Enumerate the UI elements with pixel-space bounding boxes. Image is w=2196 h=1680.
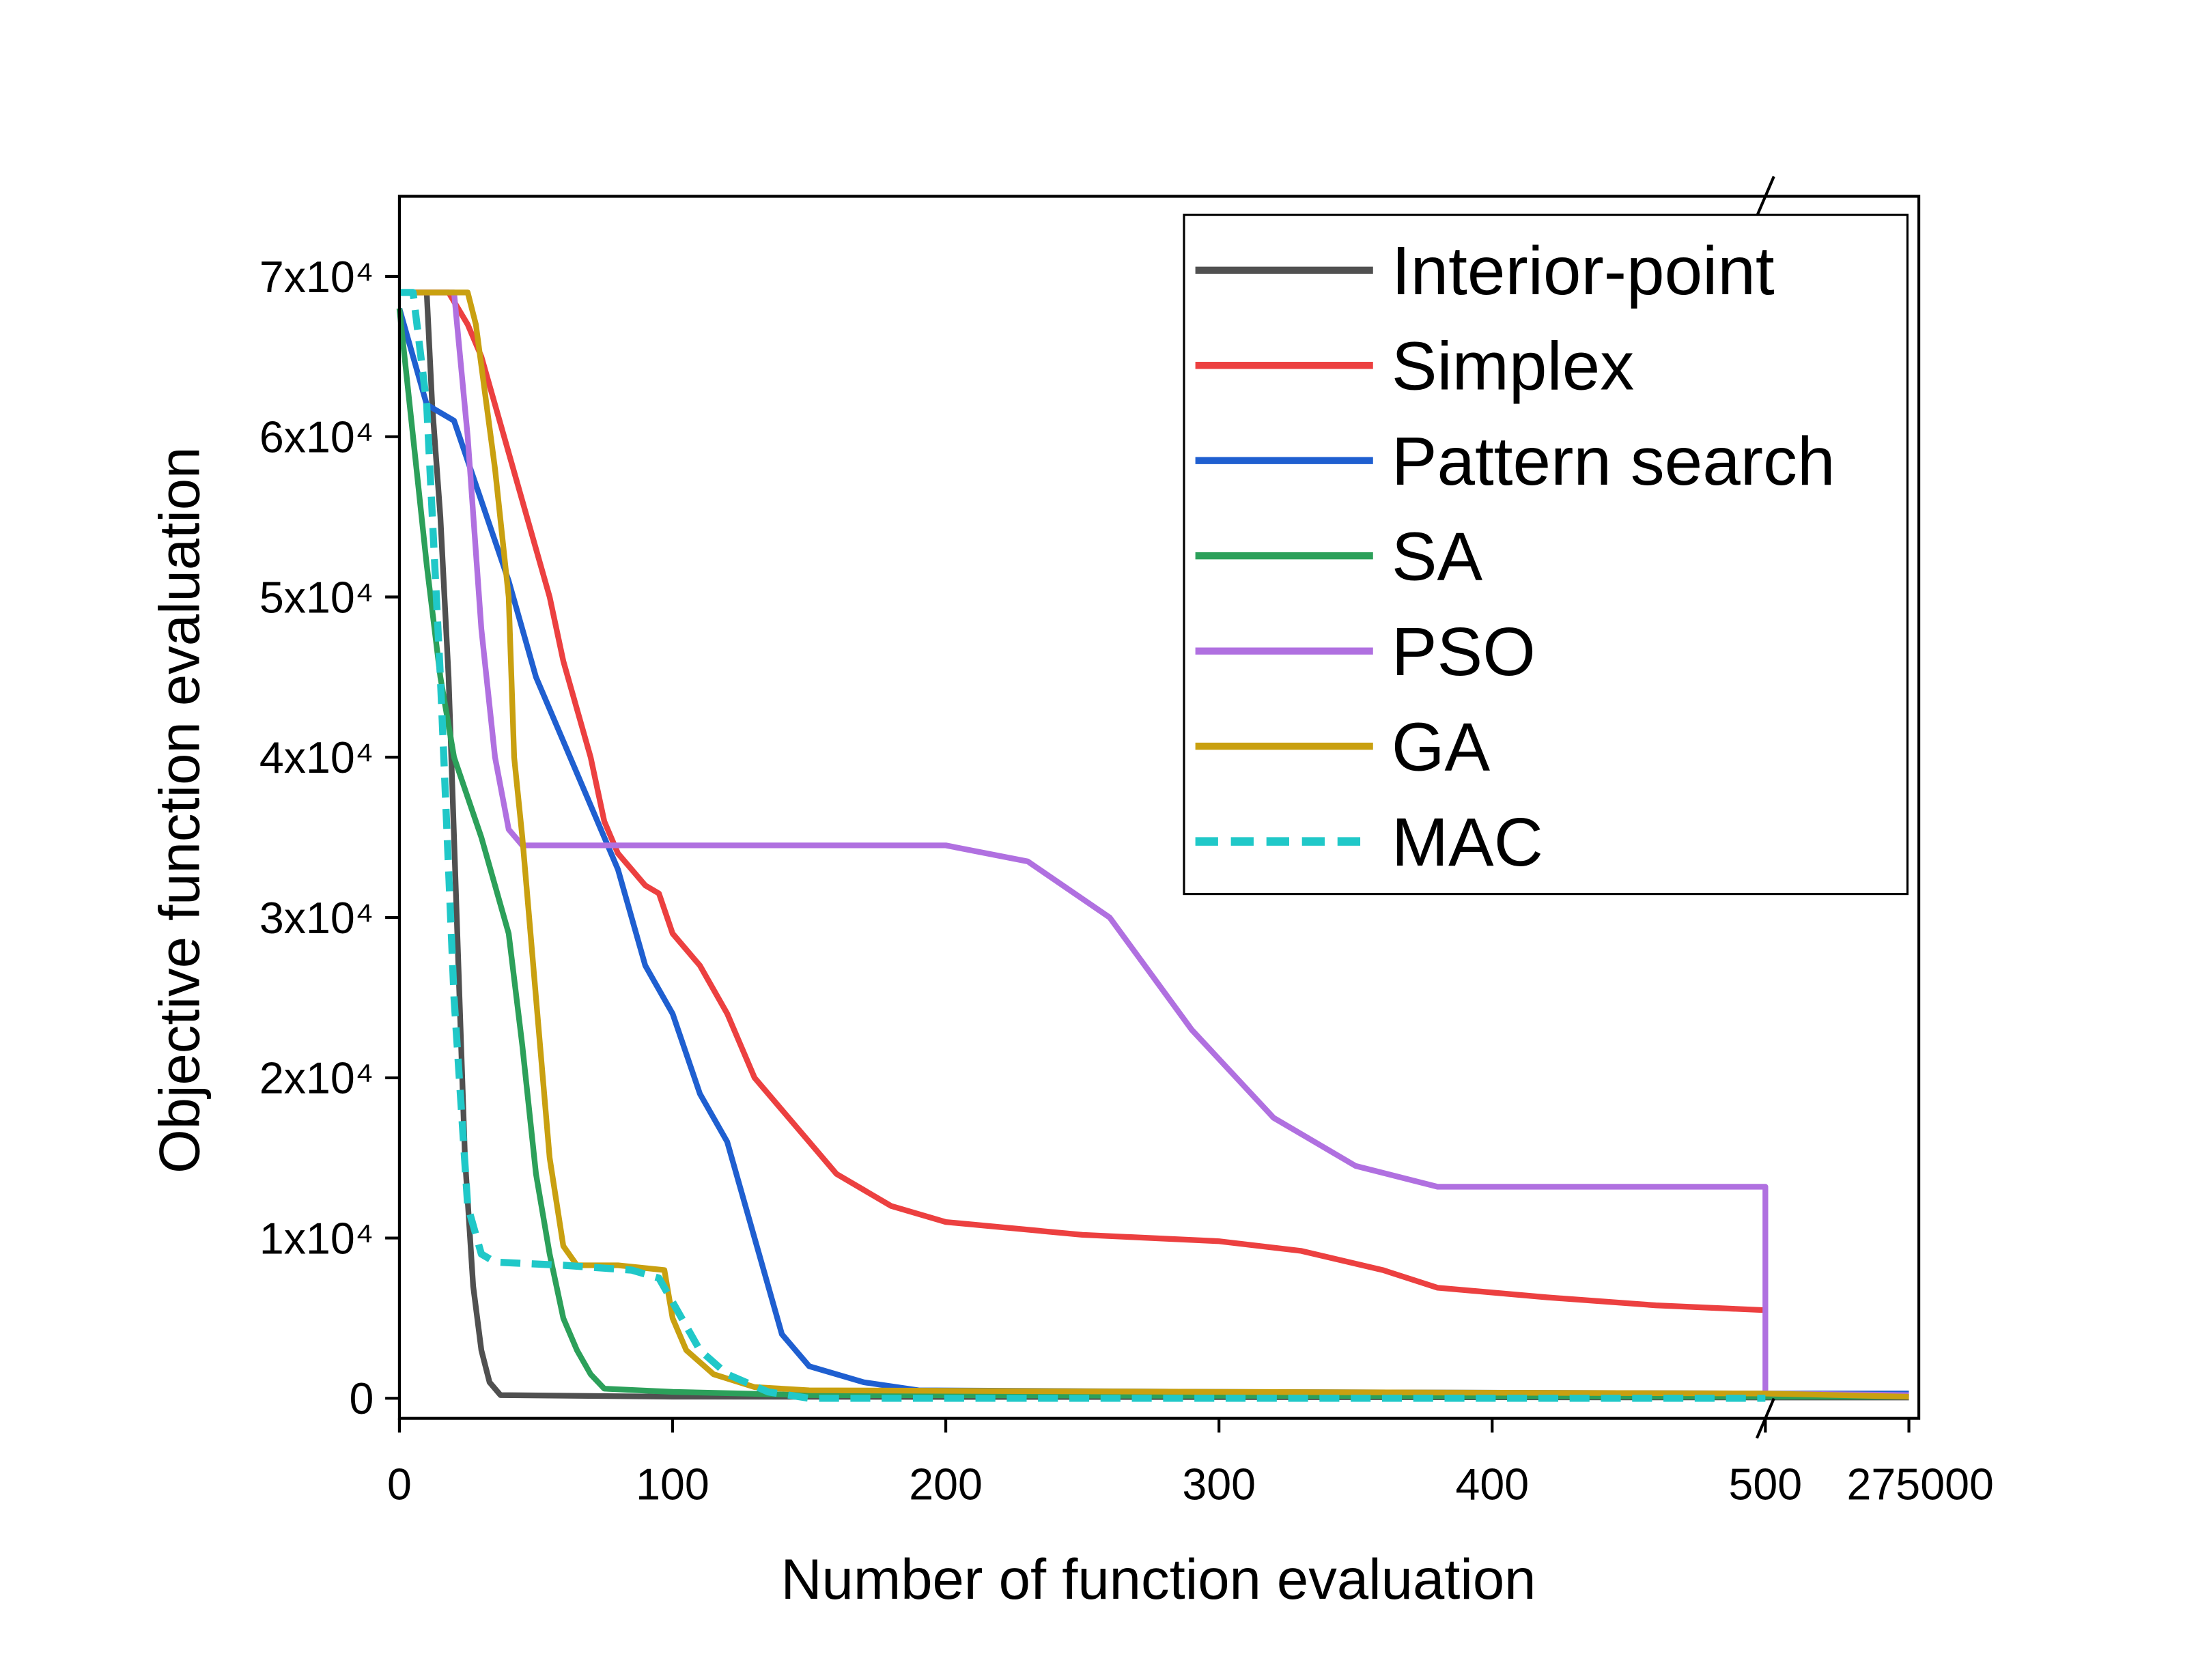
y-axis-label: Objective function evaluation [147, 447, 211, 1173]
axis-break [1755, 1397, 1775, 1439]
series-line [399, 289, 1909, 1398]
legend-label: Pattern search [1392, 424, 1835, 500]
x-tick-label: 400 [1455, 1460, 1529, 1509]
legend-label: PSO [1392, 614, 1536, 690]
y-tick-label: 7x10⁴ [259, 253, 374, 302]
y-tick-label: 6x10⁴ [259, 413, 374, 462]
y-tick-label: 3x10⁴ [259, 894, 374, 943]
legend-label: SA [1392, 519, 1483, 595]
plot-frame [397, 195, 1921, 1420]
y-tick-label: 1x10⁴ [259, 1214, 374, 1263]
series-line [396, 307, 1909, 1397]
legend-label: Simplex [1392, 329, 1634, 405]
y-tick-label: 0 [350, 1374, 374, 1423]
series-line [399, 289, 1909, 1400]
x-tick-label: 0 [387, 1460, 412, 1509]
series-line [399, 289, 1766, 1402]
axis-break [1755, 175, 1775, 217]
x-axis-label: Number of function evaluation [780, 1548, 1536, 1611]
x-tick-label: 200 [909, 1460, 983, 1509]
x-tick-label: 500 [1729, 1460, 1803, 1509]
x-tick-label: 300 [1182, 1460, 1256, 1509]
legend-label: GA [1392, 710, 1491, 786]
y-tick-label: 4x10⁴ [259, 733, 374, 782]
series-line [399, 289, 1766, 1313]
x-tick-label: 100 [636, 1460, 709, 1509]
y-tick-label: 5x10⁴ [259, 573, 374, 622]
legend-label: MAC [1392, 805, 1543, 881]
y-tick-label: 2x10⁴ [259, 1054, 374, 1103]
x-tick-label: 275000 [1847, 1460, 1994, 1509]
legend-label: Interior-point [1392, 233, 1775, 309]
series-line [423, 292, 1909, 1401]
